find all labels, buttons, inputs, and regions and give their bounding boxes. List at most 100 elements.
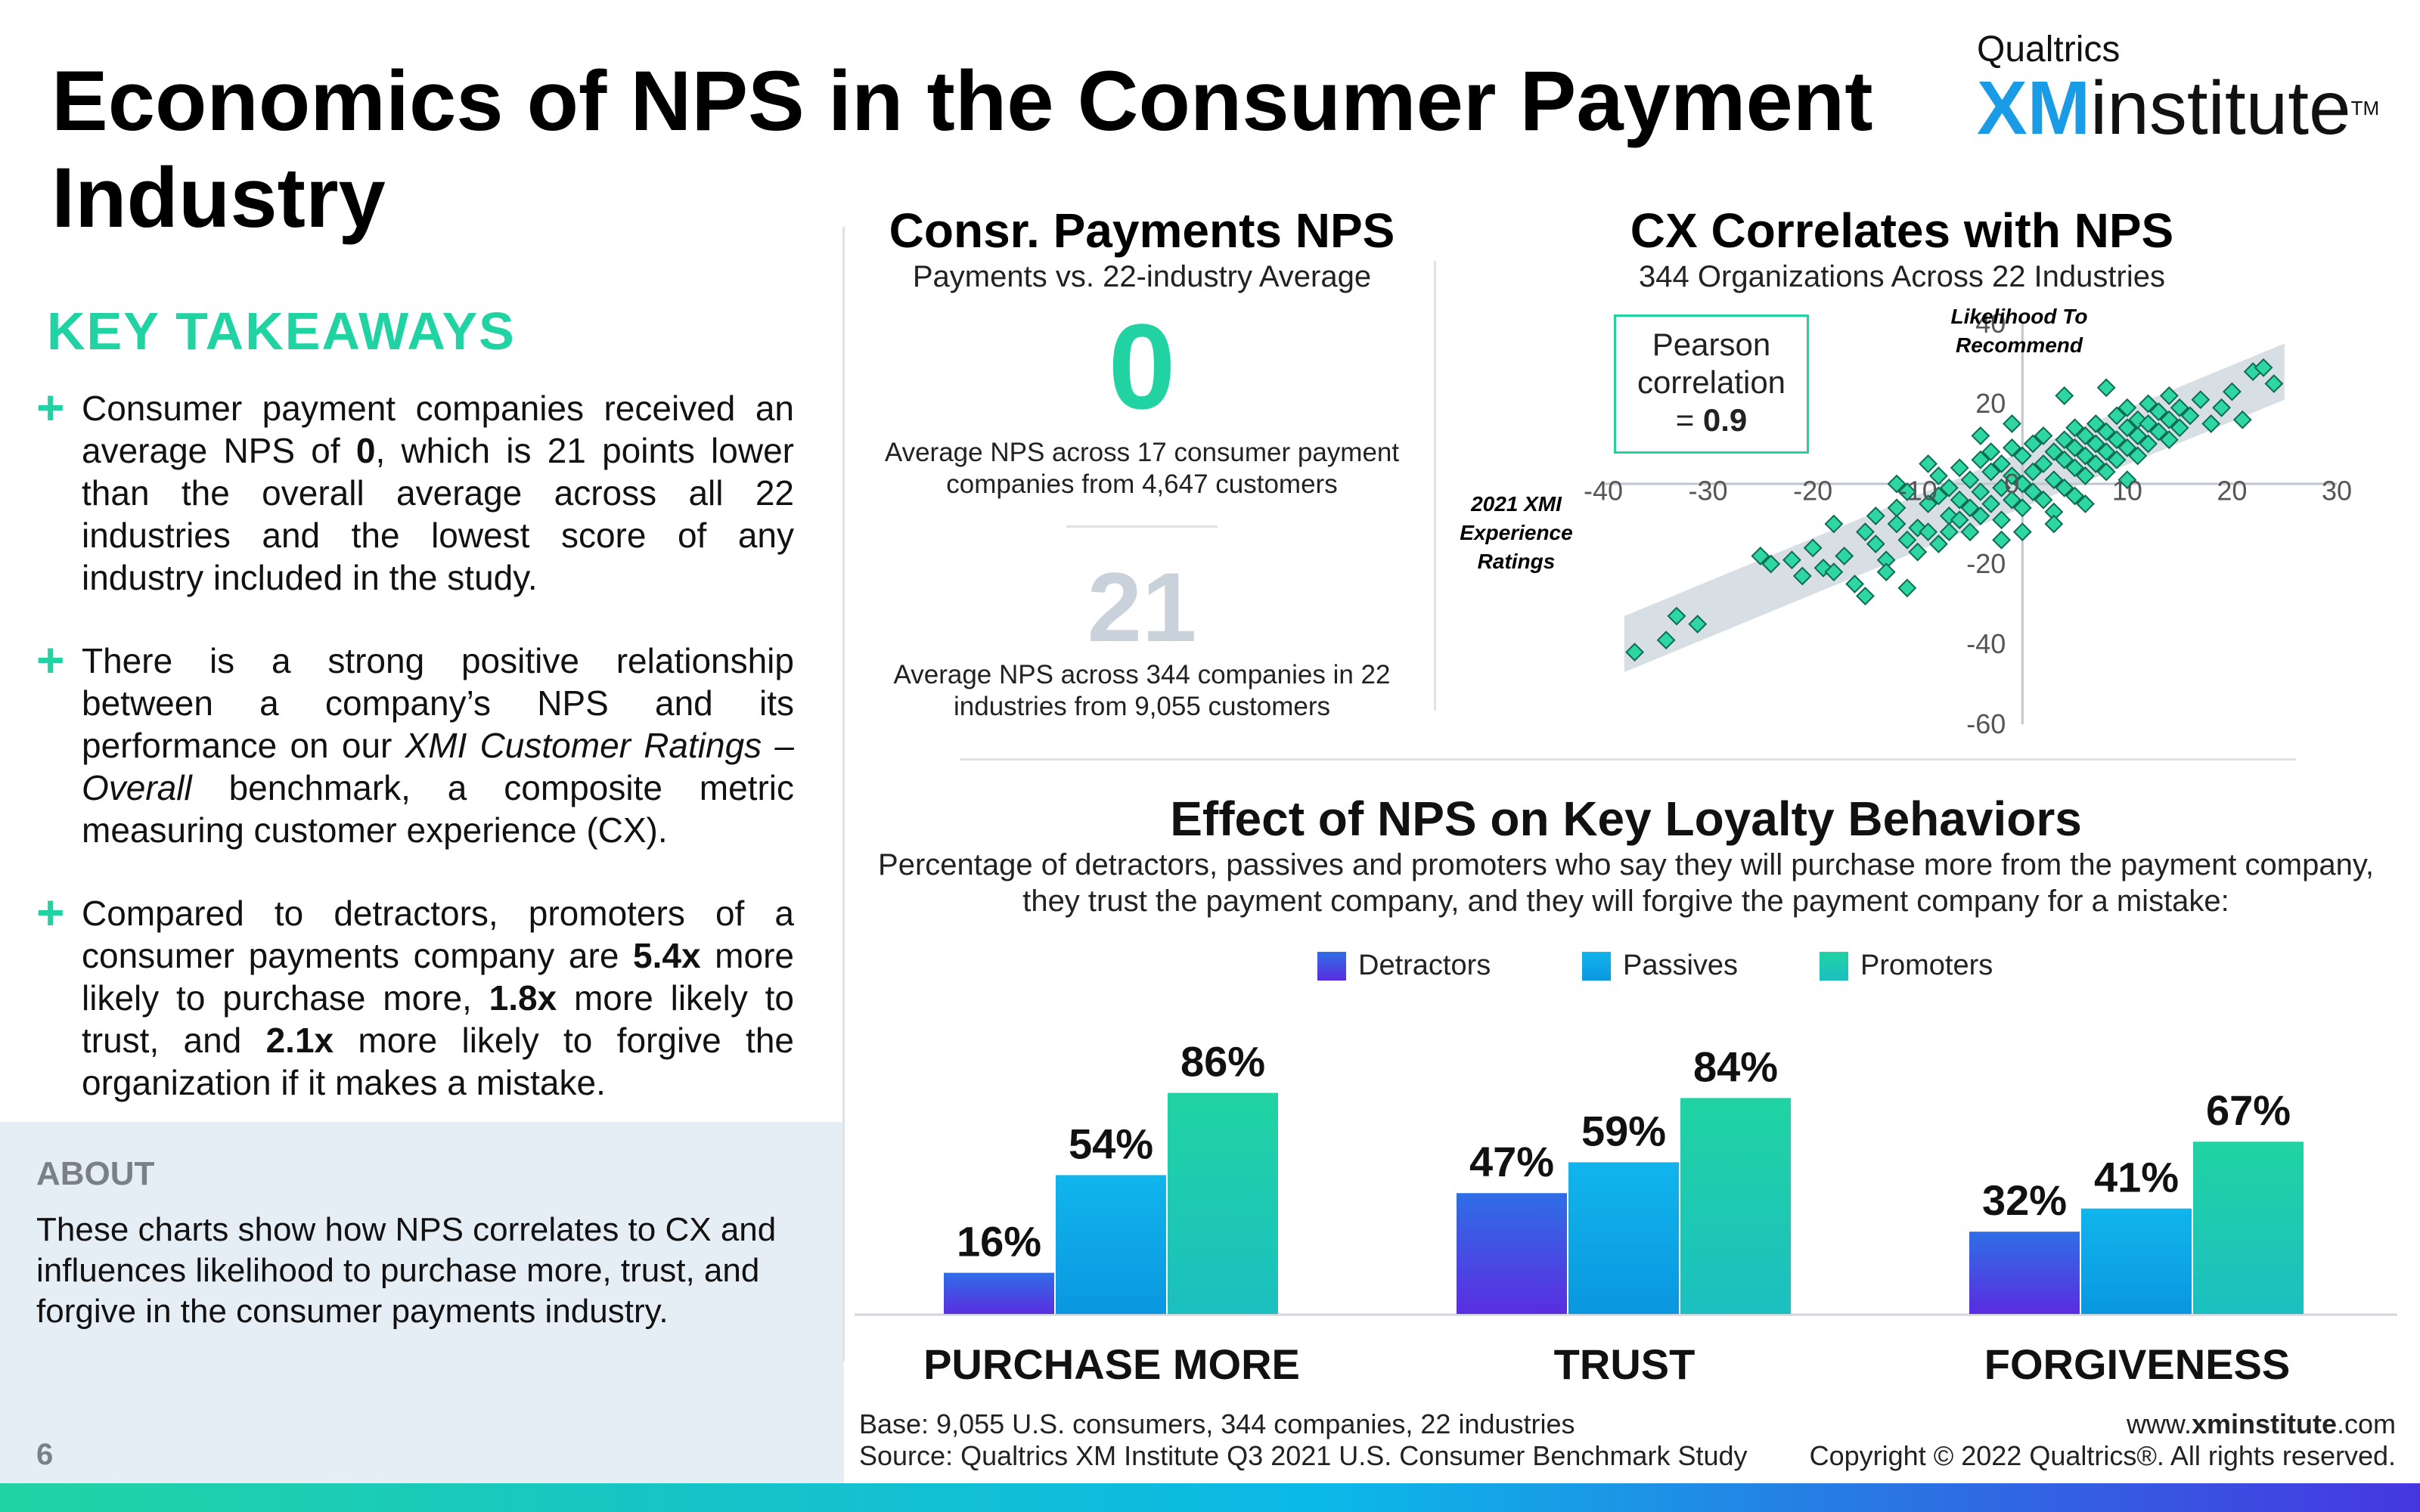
category-label: TRUST — [1554, 1340, 1696, 1388]
scatter-point — [2264, 374, 2284, 393]
scatter-point — [1971, 426, 1990, 445]
left-divider — [842, 227, 845, 1361]
y-tick-label: 40 — [1975, 308, 2006, 339]
category-label: FORGIVENESS — [1984, 1340, 2291, 1388]
scatter-point — [2055, 450, 2074, 469]
scatter-point — [2118, 438, 2137, 457]
scatter-point — [2149, 402, 2168, 422]
loyalty-bar-chart: 16% 54% 86% PURCHASE MORE 47% 59% 84% TRUST 32% 4… — [855, 1038, 2397, 1388]
scatter-point — [2076, 426, 2095, 445]
scatter-point — [2023, 482, 2043, 502]
scatter-point — [2012, 498, 2032, 518]
bar-detractors — [1457, 1193, 1567, 1314]
pearson-value: 0.9 — [1702, 402, 1748, 438]
scatter-point — [2076, 466, 2095, 485]
bar-promoters — [1168, 1092, 1278, 1314]
correlation-title: CX Correlates with NPS — [1630, 203, 2174, 258]
takeaway-text: Compared to detractors, promoters of a c… — [82, 894, 795, 1102]
nps-divider — [1066, 525, 1218, 528]
bar-value-label: 54% — [1069, 1120, 1153, 1167]
y-axis-caption: Likelihood To Recommend — [1950, 305, 2088, 357]
scatter-point — [2254, 358, 2273, 377]
scatter-point — [2170, 418, 2189, 438]
legend-swatch-passives — [1582, 951, 1611, 981]
scatter-point — [2003, 490, 2021, 510]
bar-value-label: 86% — [1181, 1038, 1265, 1086]
x-tick-label: -30 — [1689, 476, 1728, 507]
scatter-point — [1929, 466, 1948, 485]
payments-nps-description: Average NPS across 17 consumer payment c… — [884, 438, 1400, 499]
bar-detractors — [944, 1272, 1054, 1314]
scatter-point — [1992, 454, 2011, 473]
category-label: PURCHASE MORE — [923, 1340, 1300, 1388]
y-tick-label: 20 — [1975, 388, 2006, 419]
scatter-point — [1919, 494, 1938, 513]
scatter-point — [1824, 514, 1844, 534]
scatter-point — [1866, 534, 1885, 553]
x-tick-label: 30 — [2322, 476, 2352, 507]
takeaway-item: + There is a strong positive relationshi… — [36, 633, 794, 851]
scatter-point — [2055, 478, 2074, 497]
logo-qualtrics-text: Qualtrics — [1977, 29, 2121, 70]
industry-avg-nps-value: 21 — [1087, 552, 1197, 662]
scatter-point — [1960, 470, 1980, 490]
scatter-point — [1950, 458, 1969, 478]
bar-value-label: 59% — [1581, 1107, 1666, 1154]
origin-tick-label: 0 — [2004, 468, 2019, 499]
y-tick-label: -60 — [1966, 708, 2006, 739]
about-heading: ABOUT — [36, 1155, 155, 1192]
about-panel — [0, 1122, 844, 1485]
takeaway-text: Consumer payment companies received an a… — [82, 389, 794, 597]
scatter-point — [2128, 426, 2148, 445]
legend-promoters: Promoters — [1820, 950, 1993, 982]
scatter-point — [2065, 458, 2084, 478]
scatter-point — [1992, 530, 2011, 550]
scatter-point — [2044, 514, 2064, 534]
scatter-point — [1919, 522, 1938, 542]
scatter-point — [2096, 462, 2116, 482]
scatter-point — [1792, 566, 1812, 586]
scatter-point — [1981, 462, 2001, 482]
scatter-point — [1835, 546, 1854, 565]
scatter-point — [2034, 426, 2053, 445]
scatter-point — [1897, 530, 1917, 550]
scatter-point — [2086, 434, 2105, 454]
scatter-point — [2034, 454, 2053, 473]
scatter-point — [1782, 550, 1801, 570]
bar-value-label: 32% — [1982, 1176, 2067, 1224]
industry-avg-description: Average NPS across 344 companies in 22 i… — [893, 660, 1391, 721]
scatter-point — [2107, 406, 2127, 426]
x-tick-label: -20 — [1793, 476, 1832, 507]
bar-value-label: 41% — [2094, 1154, 2179, 1201]
loyalty-description: Percentage of detractors, passives and p… — [878, 848, 2374, 918]
scatter-point — [2012, 446, 2032, 466]
scatter-point — [2086, 414, 2105, 433]
scatter-point — [1751, 546, 1770, 565]
scatter-point — [2044, 470, 2064, 490]
x-axis-caption: 2021 XMI Experience Ratings — [1460, 492, 1573, 573]
bar-value-label: 16% — [957, 1218, 1041, 1266]
scatter-point — [2096, 442, 2116, 462]
bar-promoters — [2193, 1142, 2304, 1314]
scatter-point — [1939, 478, 1959, 497]
bars: 16% 54% 86% PURCHASE MORE 47% 59% 84% TRUST 32% 4… — [855, 1038, 2397, 1388]
scatter-point — [2065, 438, 2084, 457]
scatter-point — [1856, 586, 1875, 606]
scatter-point — [2096, 378, 2116, 398]
scatter-point — [2139, 414, 2158, 433]
scatter-point — [1950, 490, 1969, 510]
scatter-points — [1625, 358, 2284, 662]
scatter-point — [2034, 490, 2053, 510]
scatter-point — [2128, 446, 2148, 466]
scatter-point — [2003, 438, 2021, 457]
bar-passives — [2081, 1208, 2192, 1314]
scatter-point — [1929, 486, 1948, 506]
scatter-point — [2044, 442, 2064, 462]
scatter-point — [2055, 386, 2074, 405]
scatter-point — [2055, 430, 2074, 450]
scatter-point — [1960, 522, 1980, 542]
scatter-point — [1919, 454, 1938, 473]
scatter-point — [2003, 466, 2021, 485]
scatter-point — [2107, 450, 2127, 469]
scatter-point — [1866, 506, 1885, 525]
